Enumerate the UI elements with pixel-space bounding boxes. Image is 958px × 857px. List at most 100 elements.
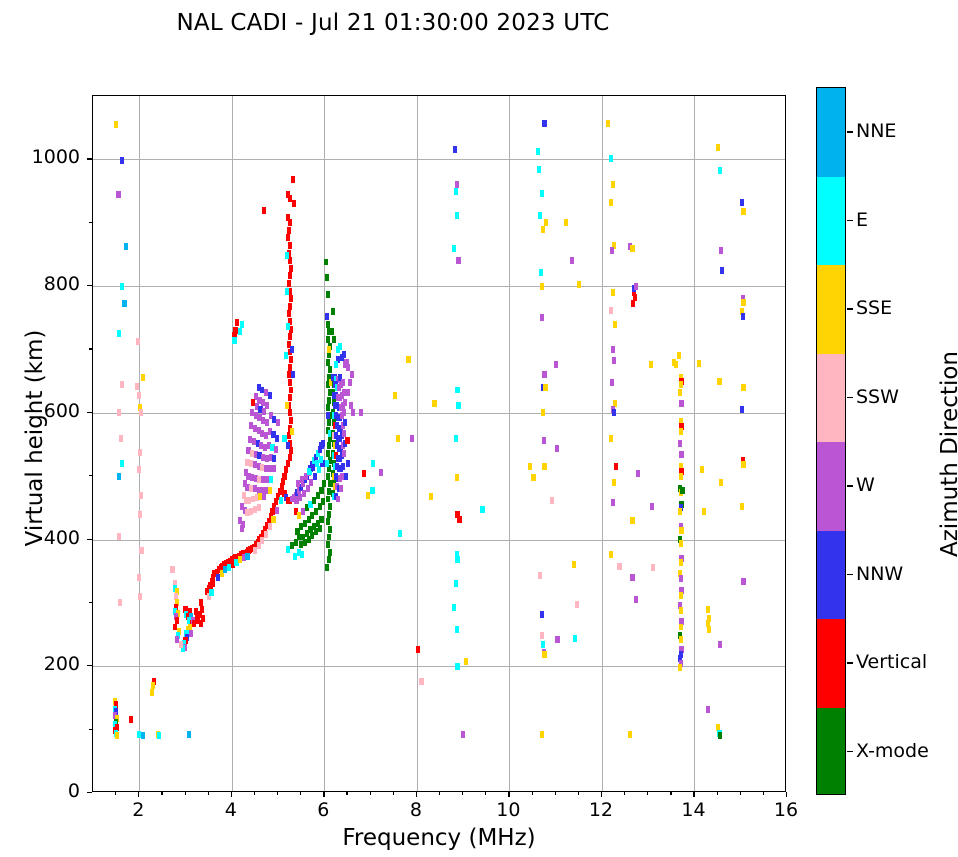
data-point-e [455,662,460,670]
data-point-sse [176,609,181,617]
data-point-nnw [346,460,351,467]
data-point-nnw [255,439,260,447]
data-point-nnw [317,446,322,454]
colorbar-tick [847,131,853,133]
data-point-vertical [279,482,284,490]
data-point-e [371,460,376,467]
data-point-w [262,492,267,500]
x-tick-minor [392,792,394,795]
data-point-x-mode [312,496,317,504]
data-point-sse [611,479,617,486]
data-point-w [248,435,253,443]
data-point-x-mode [312,523,317,531]
data-point-ssw [419,677,424,685]
data-point-w [339,472,344,480]
x-tick-minor [716,792,718,795]
x-tick-minor [300,792,302,795]
data-point-vertical [263,525,268,533]
data-point-w [264,401,270,409]
data-point-vertical [277,487,282,495]
data-point-ssw [116,409,121,417]
data-point-e [325,460,330,467]
data-point-e [316,466,321,474]
data-point-w [263,443,268,451]
data-point-ssw [117,599,122,607]
data-point-e [181,639,186,647]
data-point-sse [219,570,224,578]
x-axis-label: Frequency (MHz) [342,825,536,851]
data-point-e [398,529,403,537]
x-tick-minor [670,792,672,795]
data-point-ssw [138,510,143,518]
data-point-e [173,608,178,616]
data-point-e [480,505,485,513]
data-point-nnw [321,439,326,447]
data-point-sse [678,381,683,389]
data-point-vertical [288,195,293,203]
data-point-x-mode [306,536,311,544]
x-tick-label: 6 [317,799,330,821]
data-point-sse [285,401,290,409]
data-point-vertical [274,498,279,505]
data-point-w [679,618,684,626]
data-point-sse [717,377,722,385]
data-point-sse [428,492,433,500]
data-point-vertical [235,319,240,327]
data-point-vertical [175,617,180,625]
data-point-x-mode [325,273,330,281]
data-point-ssw [206,593,211,601]
data-point-x-mode [327,389,332,397]
x-tick [786,792,788,797]
data-point-e [282,434,287,442]
data-point-vertical [208,581,213,589]
data-point-w [570,257,575,265]
data-point-ssw [136,338,141,346]
data-point-x-mode [325,291,331,299]
data-point-vertical [287,226,292,234]
data-point-w [635,470,641,478]
data-point-sse [258,492,263,500]
x-tick [323,792,325,797]
x-tick [508,792,510,797]
data-point-x-mode [293,538,298,546]
data-point-vertical [201,614,206,622]
data-point-x-mode [329,328,334,336]
data-point-vertical [291,200,296,208]
data-point-x-mode [310,532,315,540]
y-tick-minor [89,728,92,730]
data-point-x-mode [677,536,682,544]
data-point-vertical [151,677,157,685]
data-point-x-mode [313,528,319,536]
data-point-vertical [288,333,293,341]
data-point-vertical [288,325,294,333]
data-point-vertical [188,608,193,616]
data-point-w [341,429,346,437]
data-point-x-mode [327,480,332,488]
data-point-nnw [677,655,682,663]
data-point-sse [527,462,532,470]
data-point-x-mode [325,495,331,503]
data-point-x-mode [325,518,331,526]
data-point-w [254,402,259,410]
y-tick-label: 800 [43,273,80,296]
data-point-w [257,414,262,422]
data-point-ssw [245,509,250,517]
data-point-x-mode [679,500,684,508]
data-point-sse [706,605,711,613]
page-title: NAL CADI - Jul 21 01:30:00 2023 UTC [176,10,610,36]
data-point-nnw [290,371,295,379]
data-point-w [294,496,299,504]
data-point-e [184,629,189,637]
data-point-vertical [114,723,120,731]
colorbar-tick [847,485,853,487]
data-point-sse [542,651,547,659]
data-point-w [555,636,560,644]
data-point-ssw [245,458,250,466]
data-point-e [537,211,542,219]
data-point-w [461,731,466,739]
data-point-w [301,490,307,498]
data-point-w [350,371,355,379]
x-tick-label: 12 [588,799,614,821]
data-point-sse [114,121,119,128]
data-point-vertical [288,264,294,272]
